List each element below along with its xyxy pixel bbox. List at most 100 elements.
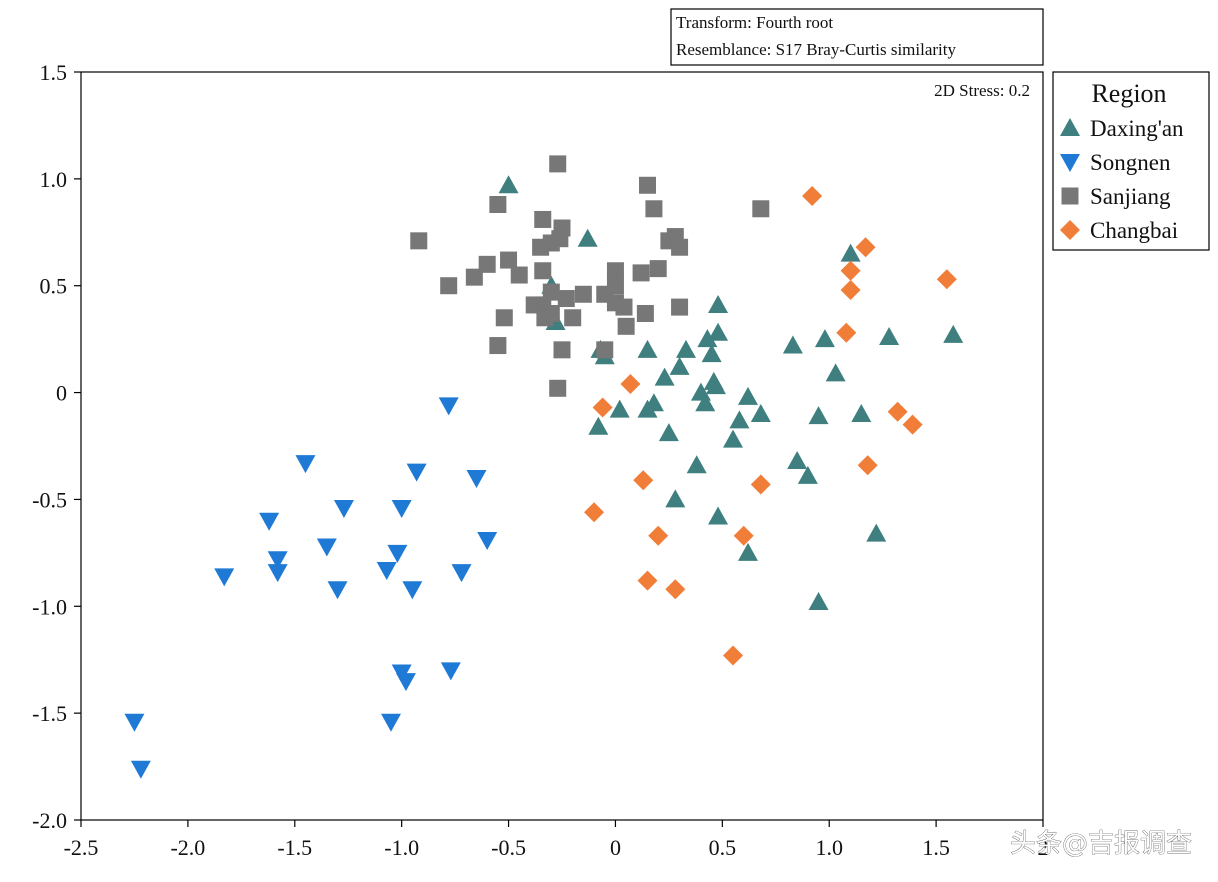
data-points <box>124 155 964 779</box>
info-box-frame <box>670 8 1044 66</box>
data-point <box>510 266 528 284</box>
data-point <box>705 376 726 395</box>
axes: -2.5 -2.0 -1.5 -1.0 -0.5 0 0.5 1.0 1.5 21.51.00.5… <box>32 60 1048 860</box>
data-point <box>750 403 771 422</box>
x-tick-label: 2 <box>1038 835 1049 860</box>
data-point <box>697 329 718 348</box>
data-point <box>636 304 654 322</box>
data-point <box>498 175 519 194</box>
data-point <box>825 363 846 382</box>
data-point <box>851 403 872 422</box>
data-point <box>500 251 518 269</box>
x-tick-label: -0.5 <box>491 835 526 860</box>
data-point <box>750 474 771 495</box>
data-point <box>723 429 744 448</box>
data-point <box>534 210 552 228</box>
data-point <box>534 262 552 280</box>
data-point <box>402 581 423 600</box>
data-point <box>632 264 650 282</box>
x-tick-label: 1.0 <box>815 835 843 860</box>
data-point <box>564 309 582 327</box>
data-point <box>814 329 835 348</box>
y-tick-label: -1.5 <box>32 701 67 726</box>
data-point <box>708 294 729 313</box>
data-point <box>214 568 235 587</box>
data-point <box>658 423 679 442</box>
plot-area <box>80 71 1044 821</box>
x-tick-label: 0 <box>610 835 621 860</box>
data-point <box>737 386 758 405</box>
legend-label: Sanjiang <box>1090 184 1171 209</box>
data-point <box>596 341 614 359</box>
data-point <box>840 243 861 262</box>
data-point <box>592 397 613 418</box>
data-point <box>733 525 754 546</box>
y-tick-label: 0 <box>56 381 67 406</box>
data-point <box>855 237 876 258</box>
data-point <box>577 228 598 247</box>
x-tick-label: -1.5 <box>277 835 312 860</box>
data-point <box>671 238 689 256</box>
data-point <box>549 379 567 397</box>
data-point <box>124 713 145 732</box>
data-point <box>549 155 567 173</box>
data-point <box>477 532 498 551</box>
data-point <box>465 268 483 286</box>
info-box: Transform: Fourth root Resemblance: S17 … <box>670 8 1044 66</box>
data-point <box>840 279 861 300</box>
stress-label: 2D Stress: 0.2 <box>934 81 1030 100</box>
series-changbai <box>584 185 957 666</box>
legend-marker <box>1060 220 1080 240</box>
data-point <box>380 713 401 732</box>
data-point <box>648 525 669 546</box>
data-point <box>551 230 569 248</box>
data-point <box>787 450 808 469</box>
data-point <box>489 196 507 214</box>
data-point <box>327 581 348 600</box>
data-point <box>808 406 829 425</box>
data-point <box>665 579 686 600</box>
data-point <box>649 260 667 278</box>
x-tick-label: -2.5 <box>64 835 99 860</box>
data-point <box>708 506 729 525</box>
data-point <box>665 489 686 508</box>
data-point <box>633 470 654 491</box>
data-point <box>130 760 151 779</box>
legend-marker <box>1061 187 1079 205</box>
data-point <box>495 309 513 327</box>
data-point <box>686 455 707 474</box>
data-point <box>584 502 605 523</box>
data-point <box>620 374 641 395</box>
data-point <box>489 337 507 355</box>
info-resemblance: Resemblance: S17 Bray-Curtis similarity <box>676 40 956 59</box>
data-point <box>440 277 458 295</box>
data-point <box>701 344 722 363</box>
x-tick-label: 1.5 <box>922 835 950 860</box>
data-point <box>840 260 861 281</box>
data-point <box>639 176 657 194</box>
data-point <box>671 298 689 316</box>
x-tick-label: -2.0 <box>170 835 205 860</box>
legend-marker <box>1060 118 1080 136</box>
y-tick-label: 0.5 <box>40 274 68 299</box>
y-tick-label: -0.5 <box>32 487 67 512</box>
legend-marker <box>1060 154 1080 172</box>
data-point <box>879 327 900 346</box>
data-point <box>557 290 575 308</box>
series-songnen <box>124 397 498 779</box>
data-point <box>536 309 554 327</box>
legend-frame <box>1052 71 1210 251</box>
y-tick-label: 1.0 <box>40 167 68 192</box>
data-point <box>637 339 658 358</box>
series-daxingan <box>498 175 964 611</box>
legend: Region Daxing'an Songnen Sanjiang Changbai <box>1052 71 1210 251</box>
legend-label: Changbai <box>1090 218 1178 243</box>
data-point <box>857 455 878 476</box>
data-point <box>451 564 472 583</box>
data-point <box>723 645 744 666</box>
data-point <box>259 512 280 531</box>
legend-title: Region <box>1091 79 1166 108</box>
data-point <box>808 592 829 611</box>
data-point <box>542 283 560 301</box>
